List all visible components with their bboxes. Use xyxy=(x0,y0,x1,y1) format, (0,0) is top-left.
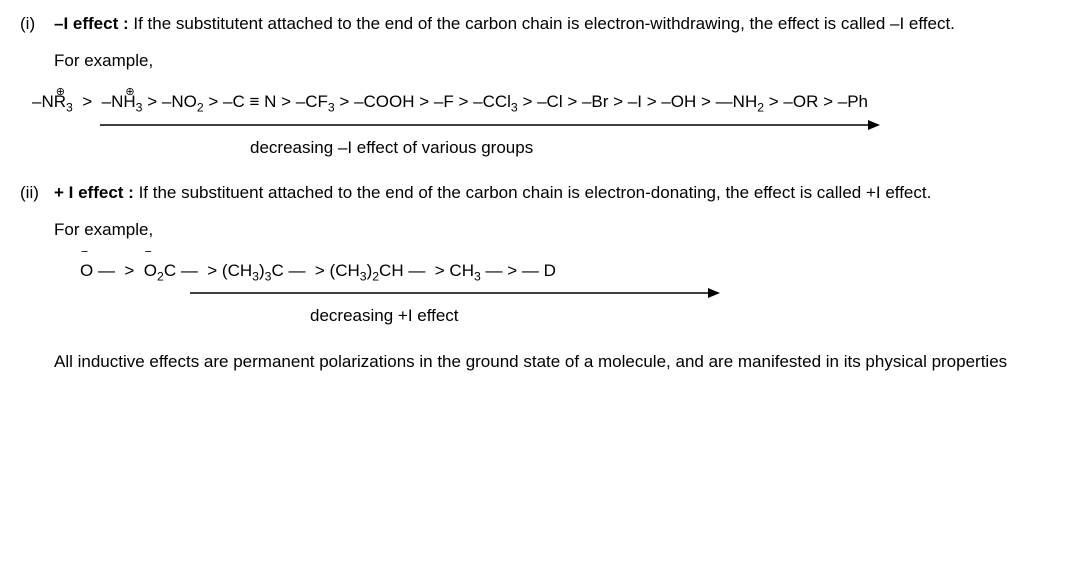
section-1-example-label: For example, xyxy=(54,47,1061,74)
section-plus-i: (ii) + I effect : If the substituent att… xyxy=(20,179,1061,330)
final-paragraph: All inductive effects are permanent pola… xyxy=(54,348,1061,375)
section-1-desc: If the substitutent attached to the end … xyxy=(129,14,955,33)
section-2-chem-series: O — > O2C — > (CH3)3C — > (CH3)2CH — > C… xyxy=(80,257,1061,284)
section-1-title: –I effect : xyxy=(54,14,129,33)
section-2-desc: If the substituent attached to the end o… xyxy=(134,183,931,202)
section-minus-i: (i) –I effect : If the substitutent atta… xyxy=(20,10,1061,161)
arrow-right-icon xyxy=(190,286,720,300)
section-2-para: (ii) + I effect : If the substituent att… xyxy=(20,179,1061,206)
section-2-arrow-block: decreasing +I effect xyxy=(190,286,1061,329)
section-2-title: + I effect : xyxy=(54,183,134,202)
section-1-para: (i) –I effect : If the substitutent atta… xyxy=(20,10,1061,37)
section-1-chem-series: –N⊕R3 > –N⊕H3 > –NO2 > –C ≡ N > –CF3 > –… xyxy=(32,88,1061,115)
arrow-right-icon xyxy=(100,118,880,132)
section-2-arrow-caption: decreasing +I effect xyxy=(310,302,1061,329)
section-2-example-label: For example, xyxy=(54,216,1061,243)
section-1-arrow-caption: decreasing –I effect of various groups xyxy=(250,134,1061,161)
section-1-arrow-block: decreasing –I effect of various groups xyxy=(100,118,1061,161)
section-2-marker: (ii) xyxy=(20,179,54,206)
section-1-marker: (i) xyxy=(20,10,54,37)
